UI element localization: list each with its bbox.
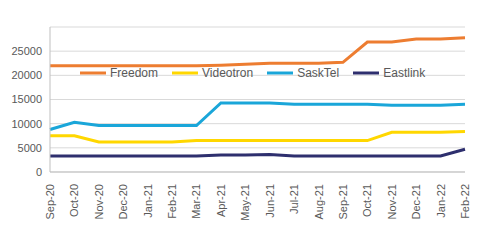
svg-text:Nov-20: Nov-20 <box>93 184 105 219</box>
html-text:SaskTel: SaskTel <box>297 66 340 80</box>
svg-text:Dec-20: Dec-20 <box>117 184 129 219</box>
svg-text:0: 0 <box>36 166 42 178</box>
svg-text:Mar-21: Mar-21 <box>190 184 202 219</box>
html-text:Freedom: Freedom <box>110 66 158 80</box>
svg-text:Oct-21: Oct-21 <box>361 184 373 217</box>
svg-text:Sep-21: Sep-21 <box>337 184 349 219</box>
svg-text:Feb-22: Feb-22 <box>459 184 471 219</box>
html-text:Eastlink: Eastlink <box>383 66 426 80</box>
svg-text:20000: 20000 <box>11 69 42 81</box>
svg-text:5000: 5000 <box>18 142 42 154</box>
svg-text:Jan-22: Jan-22 <box>435 184 447 218</box>
svg-text:Jun-21: Jun-21 <box>264 184 276 218</box>
svg-text:15000: 15000 <box>11 93 42 105</box>
svg-text:Aug-21: Aug-21 <box>313 184 325 219</box>
svg-text:10000: 10000 <box>11 118 42 130</box>
svg-text:Dec-21: Dec-21 <box>410 184 422 219</box>
svg-text:May-21: May-21 <box>239 184 251 220</box>
svg-text:Jan-21: Jan-21 <box>142 184 154 218</box>
svg-text:Oct-20: Oct-20 <box>68 184 80 217</box>
svg-text:Feb-21: Feb-21 <box>166 184 178 219</box>
svg-text:Sep-20: Sep-20 <box>44 184 56 219</box>
svg-text:Apr-21: Apr-21 <box>215 184 227 217</box>
svg-text:25000: 25000 <box>11 45 42 57</box>
html-text:Videotron: Videotron <box>202 66 254 80</box>
svg-text:Jul-21: Jul-21 <box>288 184 300 214</box>
svg-text:Nov-21: Nov-21 <box>386 184 398 219</box>
